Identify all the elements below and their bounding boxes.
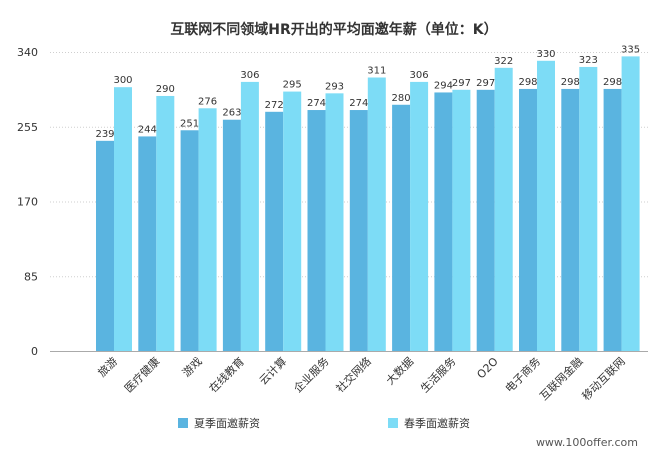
bar-spring: [198, 108, 217, 352]
data-label: 323: [579, 55, 598, 66]
legend-label: 夏季面邀薪资: [194, 416, 260, 430]
bar-summer: [392, 104, 411, 351]
bar-summer: [434, 92, 453, 351]
bar-summer: [265, 111, 284, 351]
category-label: 移动互联网: [580, 355, 628, 403]
legend-swatch: [178, 418, 188, 428]
bar-spring: [156, 95, 175, 352]
data-label: 263: [222, 108, 241, 119]
bar-summer: [138, 136, 157, 351]
bar-summer: [180, 130, 199, 351]
bar-summer: [561, 88, 580, 351]
data-label: 294: [434, 80, 453, 91]
category-label: 云计算: [256, 354, 289, 387]
category-label: 医疗健康: [121, 354, 162, 395]
category-labels: 旅游 医疗健康 游戏 在线教育 云计算 企业服务 社交网络 大数据 生活服务 O2O 电子商务互联网…: [95, 354, 628, 403]
bar-spring: [283, 91, 302, 351]
data-label: 297: [476, 78, 495, 89]
bar-summer: [96, 140, 114, 351]
y-tick-label: 85: [24, 270, 38, 283]
data-label: 251: [180, 118, 199, 129]
data-label: 276: [198, 96, 217, 107]
bar-summer: [307, 110, 326, 352]
bars: [96, 56, 640, 352]
bar-spring: [410, 81, 429, 352]
data-label: 311: [367, 66, 386, 77]
category-label: 电子商务: [502, 354, 543, 395]
data-label: 293: [325, 81, 344, 92]
bar-summer: [519, 88, 537, 351]
category-label: 在线教育: [206, 354, 247, 395]
data-label: 298: [603, 77, 622, 88]
data-labels: 239 300 244 290 251 276 263 306 272 295 274 293 274 3…: [95, 44, 640, 139]
data-label: 306: [240, 70, 259, 81]
category-label: 社交网络: [333, 354, 374, 395]
category-label: 企业服务: [291, 354, 332, 395]
y-tick-label: 340: [17, 46, 38, 59]
data-label: 335: [621, 44, 640, 55]
bar-spring: [494, 67, 513, 352]
data-label: 274: [307, 98, 326, 109]
category-label: 互联网金融: [537, 354, 586, 403]
data-label: 306: [410, 70, 429, 81]
legend-swatch: [388, 418, 398, 428]
data-label: 300: [113, 75, 132, 86]
bar-spring: [325, 93, 344, 352]
category-label: 游戏: [180, 355, 205, 380]
data-label: 272: [265, 100, 284, 111]
data-label: 244: [138, 124, 157, 135]
data-label: 330: [536, 49, 555, 60]
chart-title: 互联网不同领域HR开出的平均面邀年薪（单位：K）: [170, 21, 497, 38]
bar-spring: [537, 60, 555, 351]
data-label: 298: [561, 77, 580, 88]
category-label: O2O: [474, 355, 501, 382]
data-label: 274: [349, 98, 368, 109]
data-label: 297: [452, 78, 471, 89]
bar-spring: [452, 89, 471, 352]
legend: 夏季面邀薪资 春季面邀薪资: [178, 416, 470, 430]
y-tick-label: 170: [17, 196, 38, 209]
y-axis-ticks: 0 85 170 255 340: [17, 46, 38, 358]
bar-spring: [240, 81, 259, 352]
data-label: 295: [283, 80, 302, 91]
bar-summer: [349, 110, 368, 352]
data-label: 239: [95, 129, 114, 140]
bar-spring: [114, 87, 132, 352]
bar-spring: [621, 56, 640, 351]
watermark: www.100offer.com: [536, 436, 638, 449]
bar-spring: [367, 77, 386, 352]
data-label: 280: [392, 93, 411, 104]
legend-label: 春季面邀薪资: [404, 416, 470, 430]
bar-spring: [579, 66, 598, 351]
data-label: 322: [494, 56, 513, 67]
category-label: 旅游: [95, 354, 120, 379]
category-label: 大数据: [383, 354, 416, 387]
bar-summer: [222, 119, 241, 351]
y-tick-label: 0: [31, 345, 38, 358]
bar-summer: [476, 89, 495, 352]
y-tick-label: 255: [17, 121, 38, 134]
category-label: 生活服务: [418, 354, 459, 395]
bar-summer: [603, 88, 622, 351]
data-label: 298: [518, 77, 537, 88]
data-label: 290: [156, 84, 175, 95]
